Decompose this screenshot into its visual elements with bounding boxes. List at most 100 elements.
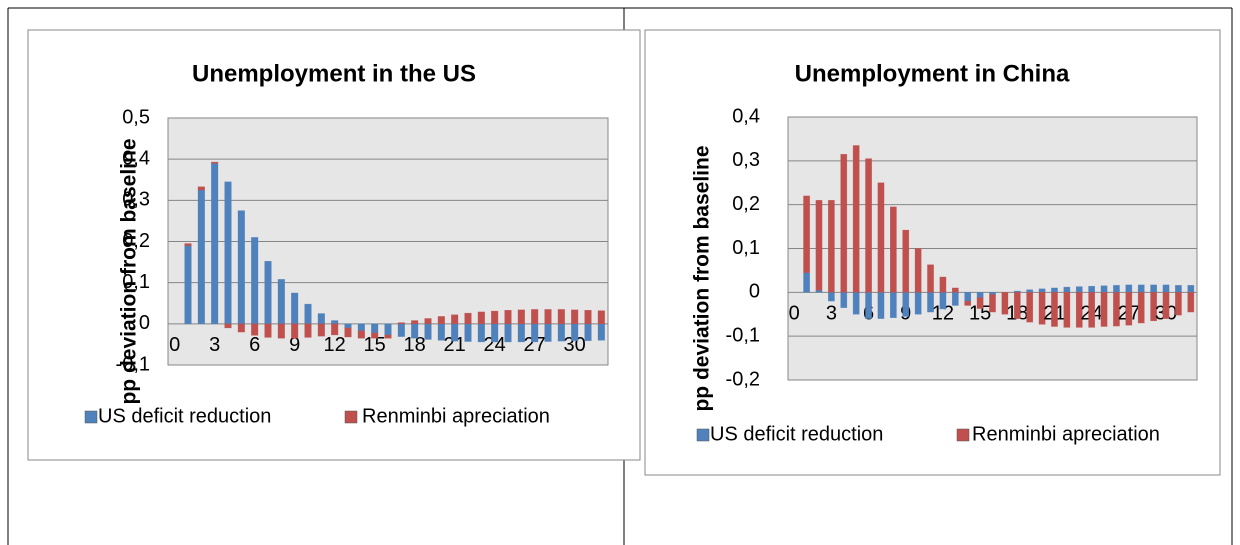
bar [597, 323, 605, 341]
bar [902, 229, 910, 293]
bar [397, 322, 405, 325]
bar [251, 323, 259, 336]
bar [304, 303, 312, 325]
bar [1125, 284, 1133, 293]
bar [264, 261, 272, 325]
bar [964, 300, 972, 306]
bar [939, 292, 947, 310]
bar [976, 292, 984, 298]
bar [828, 200, 835, 293]
bar [840, 154, 848, 293]
x-tick-label: 24 [484, 334, 506, 356]
x-tick-label: 3 [209, 334, 220, 356]
bar [1125, 292, 1133, 326]
bar [371, 332, 379, 339]
bar [557, 309, 565, 325]
y-tick-label: 0,2 [732, 193, 760, 215]
bar [411, 323, 419, 339]
bar [371, 323, 379, 334]
bar [1150, 292, 1157, 322]
x-tick-label: 21 [444, 334, 466, 356]
bar [451, 323, 459, 342]
y-tick-label: 0,5 [122, 106, 150, 128]
bar [384, 334, 392, 339]
bar [411, 320, 419, 325]
bar [384, 323, 392, 336]
bar [1100, 292, 1108, 327]
y-tick-label: 0,2 [122, 230, 150, 252]
bar [544, 309, 552, 325]
bar [1162, 284, 1170, 293]
bar [531, 309, 539, 325]
x-tick-label: 0 [169, 334, 180, 356]
bar [237, 210, 245, 325]
legend-swatch [696, 428, 710, 442]
bar [224, 181, 232, 325]
y-tick-label: 0,4 [732, 105, 760, 127]
bar [1013, 292, 1021, 319]
bar [1075, 292, 1083, 328]
legend-swatch [956, 428, 970, 442]
y-tick-label: 0,3 [122, 189, 150, 211]
y-tick-label: 0,3 [732, 149, 760, 171]
bar [291, 323, 299, 339]
bar [815, 289, 823, 293]
bar [251, 237, 259, 325]
y-tick-label: -0,1 [116, 353, 150, 375]
bar [197, 186, 205, 191]
bar [237, 323, 245, 333]
chart-title: Unemployment in the US [192, 60, 476, 87]
bar [1063, 286, 1071, 293]
bar [1038, 288, 1046, 293]
bar [437, 316, 445, 325]
y-tick-label: -0,1 [726, 324, 760, 346]
bar [865, 292, 872, 319]
bar [357, 330, 365, 339]
bar [491, 323, 499, 343]
x-tick-label: 18 [404, 334, 426, 356]
bar [828, 292, 835, 302]
y-tick-label: 0,4 [122, 147, 150, 169]
bar [277, 279, 285, 325]
bar [1137, 284, 1145, 293]
bar [1051, 287, 1058, 293]
legend-swatch [84, 410, 98, 424]
bar [331, 323, 339, 336]
x-tick-label: 27 [524, 334, 546, 356]
bar [211, 161, 219, 164]
legend-label: US deficit reduction [98, 405, 271, 427]
bar [1088, 292, 1095, 328]
bar [914, 248, 922, 293]
bar [1187, 292, 1195, 313]
bar [1088, 285, 1095, 293]
bar [571, 323, 579, 341]
x-tick-label: 0 [789, 303, 800, 325]
bar [1026, 292, 1034, 323]
bar [331, 320, 339, 325]
bar [291, 292, 299, 325]
bar [544, 323, 552, 342]
y-tick-label: -0,2 [726, 368, 760, 390]
bar [277, 323, 285, 339]
bar [1150, 284, 1157, 293]
bar [939, 276, 947, 293]
bar [184, 243, 192, 246]
bar [491, 310, 499, 325]
bar [304, 323, 312, 338]
bar [840, 292, 848, 308]
y-axis-label: pp deviation from baseline [691, 145, 714, 411]
bar [1187, 285, 1195, 293]
y-tick-label: 0 [139, 312, 150, 334]
bar [317, 323, 325, 337]
bar [1113, 285, 1120, 293]
bar [584, 309, 592, 325]
bar [951, 287, 959, 293]
bar [927, 264, 934, 293]
bar [989, 292, 996, 295]
bar [504, 309, 512, 325]
bar [584, 323, 592, 341]
bar [1175, 285, 1182, 293]
bar [424, 323, 432, 340]
bar [877, 182, 885, 293]
x-tick-label: 9 [289, 334, 300, 356]
